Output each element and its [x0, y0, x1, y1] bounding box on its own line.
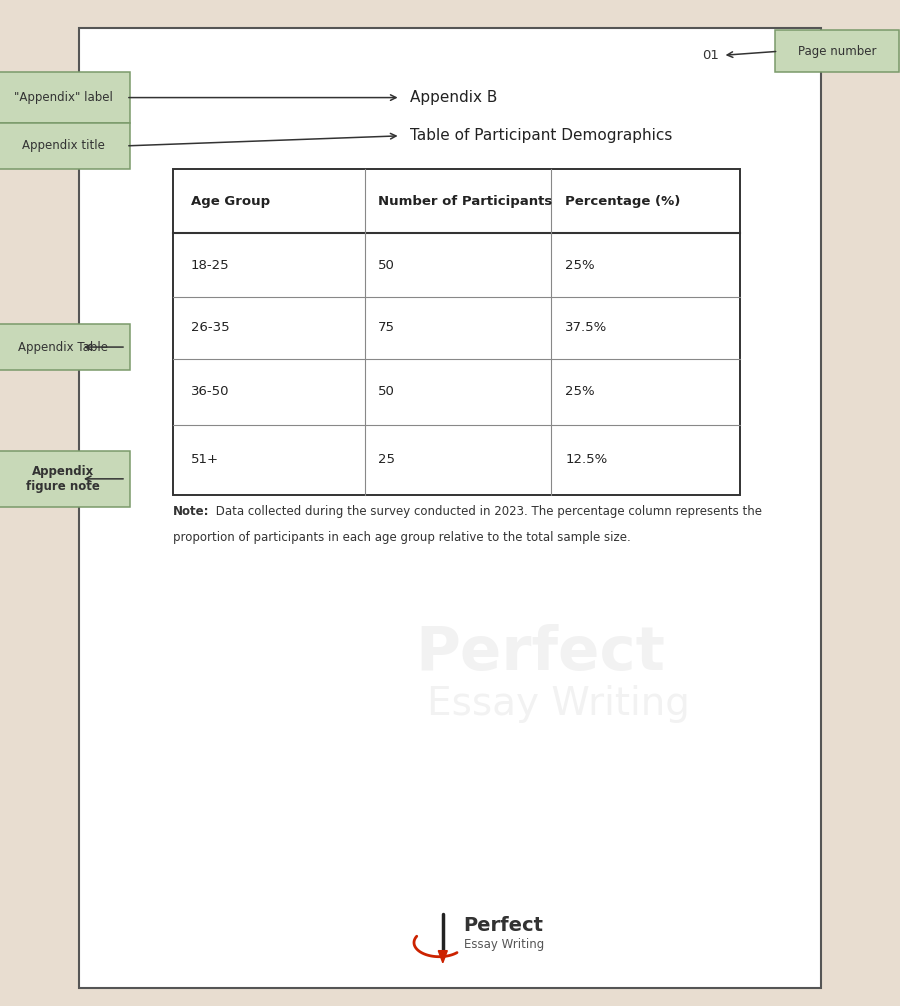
Text: proportion of participants in each age group relative to the total sample size.: proportion of participants in each age g… — [173, 531, 631, 544]
Text: Appendix B: Appendix B — [410, 91, 497, 105]
Text: Appendix
figure note: Appendix figure note — [26, 465, 100, 493]
Text: Appendix Table: Appendix Table — [18, 341, 108, 353]
Text: 75: 75 — [378, 322, 395, 334]
Text: Perfect: Perfect — [415, 625, 665, 683]
Text: 50: 50 — [378, 259, 395, 272]
FancyBboxPatch shape — [0, 451, 130, 507]
Text: Data collected during the survey conducted in 2023. The percentage column repres: Data collected during the survey conduct… — [212, 505, 761, 518]
Text: Page number: Page number — [797, 45, 877, 57]
Text: 51+: 51+ — [191, 454, 219, 466]
Text: Table of Participant Demographics: Table of Participant Demographics — [410, 129, 672, 143]
FancyBboxPatch shape — [0, 324, 130, 370]
Text: 50: 50 — [378, 385, 395, 398]
Text: 26-35: 26-35 — [191, 322, 230, 334]
FancyBboxPatch shape — [173, 169, 740, 495]
Text: "Appendix" label: "Appendix" label — [14, 92, 112, 104]
Text: 36-50: 36-50 — [191, 385, 230, 398]
Text: 18-25: 18-25 — [191, 259, 230, 272]
Text: Essay Writing: Essay Writing — [464, 939, 544, 951]
FancyBboxPatch shape — [775, 30, 899, 72]
Text: 01: 01 — [703, 49, 719, 61]
Text: Appendix title: Appendix title — [22, 140, 104, 152]
Text: 25%: 25% — [565, 385, 595, 398]
Text: 25%: 25% — [565, 259, 595, 272]
FancyBboxPatch shape — [79, 28, 821, 988]
Text: Number of Participants: Number of Participants — [378, 195, 553, 207]
Text: Percentage (%): Percentage (%) — [565, 195, 680, 207]
Text: Age Group: Age Group — [191, 195, 270, 207]
FancyBboxPatch shape — [0, 123, 130, 169]
Polygon shape — [438, 951, 447, 963]
FancyBboxPatch shape — [0, 72, 130, 123]
Text: 12.5%: 12.5% — [565, 454, 608, 466]
Text: Note:: Note: — [173, 505, 210, 518]
Text: 25: 25 — [378, 454, 395, 466]
Text: 37.5%: 37.5% — [565, 322, 608, 334]
Text: Perfect: Perfect — [464, 916, 544, 935]
Text: Essay Writing: Essay Writing — [427, 685, 689, 723]
